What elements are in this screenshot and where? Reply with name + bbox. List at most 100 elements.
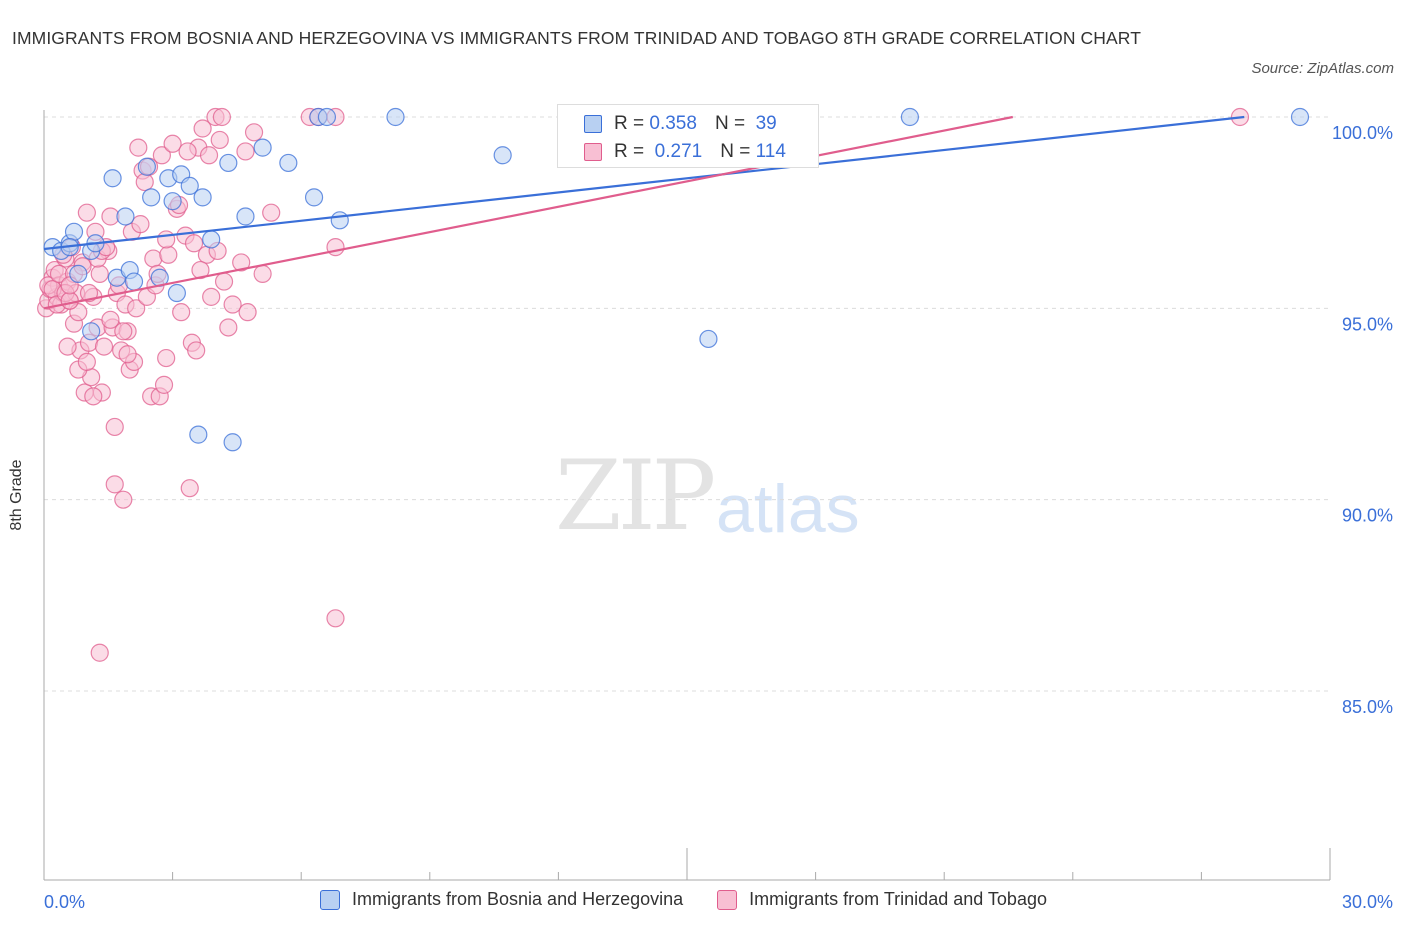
point-trinidad-76 — [253, 264, 272, 283]
point-trinidad-104 — [131, 215, 150, 234]
stats-n-value-trinidad: 114 — [755, 141, 786, 162]
stats-n-label: N = — [720, 141, 751, 162]
point-trinidad-82 — [326, 609, 345, 628]
point-trinidad-74 — [238, 303, 257, 322]
stats-swatch-bosnia — [584, 115, 602, 133]
x-tick-label-max: 30.0% — [1342, 892, 1393, 912]
grid-lines — [44, 116, 1330, 692]
series-trinidad-points — [37, 107, 1250, 662]
point-trinidad-65 — [202, 287, 221, 306]
point-bosnia-17 — [163, 192, 182, 211]
point-trinidad-101 — [105, 475, 124, 494]
point-trinidad-69 — [214, 272, 234, 291]
watermark-zip: ZIP — [555, 440, 716, 552]
point-trinidad-27 — [94, 337, 114, 356]
trend-line-trinidad — [43, 115, 1013, 310]
y-tick-label-3: 85.0% — [1342, 697, 1393, 717]
point-trinidad-61 — [187, 341, 206, 360]
y-tick-label-2: 90.0% — [1342, 506, 1393, 526]
stats-row-trinidad: R = 0.271 N = 114 — [584, 139, 786, 165]
axes — [43, 110, 1331, 881]
point-bosnia-22 — [202, 230, 221, 249]
stats-r-label: R = — [614, 141, 645, 162]
point-trinidad-47 — [144, 249, 163, 268]
legend-item-bosnia[interactable]: Immigrants from Bosnia and Herzegovina — [320, 889, 683, 910]
point-trinidad-73 — [236, 142, 255, 161]
tick-labels: 100.0% 95.0% 90.0% 85.0% 0.0% 30.0% — [44, 123, 1393, 912]
series-bosnia-points — [43, 107, 1310, 452]
stats-row-bosnia: R = 0.358 N = 39 — [584, 111, 777, 137]
point-trinidad-71 — [223, 295, 242, 314]
point-bosnia-8 — [103, 169, 122, 188]
stats-legend: R = 0.358 N = 39 R = 0.271 N = 114 — [557, 104, 819, 168]
point-trinidad-96 — [84, 387, 103, 406]
point-trinidad-103 — [118, 345, 137, 364]
point-trinidad-42 — [129, 138, 148, 157]
point-trinidad-113 — [90, 643, 109, 662]
point-bosnia-13 — [137, 157, 156, 176]
point-trinidad-68 — [210, 130, 229, 150]
point-bosnia-27 — [279, 153, 298, 173]
point-trinidad-70 — [219, 318, 238, 337]
point-trinidad-100 — [101, 310, 120, 329]
point-bosnia-35 — [900, 107, 920, 127]
point-trinidad-89 — [58, 337, 77, 356]
y-axis-label: 8th Grade — [8, 459, 25, 531]
point-trinidad-95 — [79, 283, 99, 303]
chart-title: IMMIGRANTS FROM BOSNIA AND HERZEGOVINA V… — [12, 28, 1142, 48]
y-tick-label-0: 100.0% — [1332, 123, 1393, 143]
point-trinidad-77 — [262, 203, 281, 222]
legend-item-trinidad[interactable]: Immigrants from Trinidad and Tobago — [717, 889, 1047, 910]
point-bosnia-14 — [142, 188, 161, 207]
point-bosnia-26 — [253, 138, 272, 157]
point-trinidad-31 — [105, 417, 124, 437]
point-trinidad-54 — [163, 134, 182, 153]
point-bosnia-10 — [116, 207, 135, 226]
point-trinidad-107 — [157, 230, 176, 249]
point-trinidad-110 — [191, 260, 210, 280]
stats-n-value-bosnia: 39 — [755, 113, 777, 134]
point-trinidad-35 — [114, 490, 133, 509]
point-trinidad-63 — [193, 119, 212, 138]
point-trinidad-72 — [232, 253, 251, 272]
point-bosnia-12 — [124, 272, 144, 291]
point-bosnia-30 — [317, 107, 337, 127]
legend-label-bosnia: Immigrants from Bosnia and Herzegovina — [352, 889, 684, 909]
point-trinidad-50 — [152, 146, 171, 165]
point-trinidad-112 — [212, 107, 231, 127]
point-bosnia-4 — [69, 264, 88, 283]
x-tick-label-min: 0.0% — [44, 892, 85, 912]
point-bosnia-3 — [64, 222, 84, 241]
point-bosnia-23 — [219, 153, 238, 173]
chart-source: Source: ZipAtlas.com — [1251, 60, 1394, 77]
series-legend: Immigrants from Bosnia and Herzegovina I… — [320, 889, 1081, 910]
point-trinidad-44 — [135, 172, 154, 192]
point-bosnia-32 — [386, 107, 405, 127]
point-trinidad-51 — [154, 375, 174, 394]
stats-swatch-trinidad — [584, 143, 602, 161]
point-bosnia-20 — [180, 176, 199, 195]
point-bosnia-25 — [223, 433, 242, 452]
point-bosnia-37 — [189, 425, 208, 444]
point-bosnia-33 — [493, 146, 512, 165]
point-bosnia-34 — [699, 329, 718, 349]
stats-r-label: R = — [614, 113, 645, 134]
trend-line-bosnia — [43, 115, 1245, 251]
point-trinidad-94 — [77, 352, 96, 372]
point-bosnia-7 — [82, 322, 101, 341]
point-trinidad-109 — [178, 142, 197, 161]
stats-r-value-trinidad: 0.271 — [654, 141, 703, 162]
point-bosnia-24 — [236, 207, 255, 226]
point-trinidad-75 — [244, 123, 264, 142]
point-bosnia-21 — [193, 188, 212, 207]
point-bosnia-19 — [167, 283, 186, 303]
y-tick-label-1: 95.0% — [1342, 314, 1393, 334]
point-trinidad-102 — [114, 322, 133, 341]
point-trinidad-41 — [127, 299, 146, 318]
point-trinidad-19 — [77, 203, 96, 222]
point-trinidad-90 — [60, 291, 79, 310]
point-trinidad-58 — [180, 479, 199, 498]
point-trinidad-53 — [159, 245, 178, 264]
point-trinidad-60 — [184, 234, 204, 253]
legend-swatch-trinidad — [717, 889, 738, 910]
